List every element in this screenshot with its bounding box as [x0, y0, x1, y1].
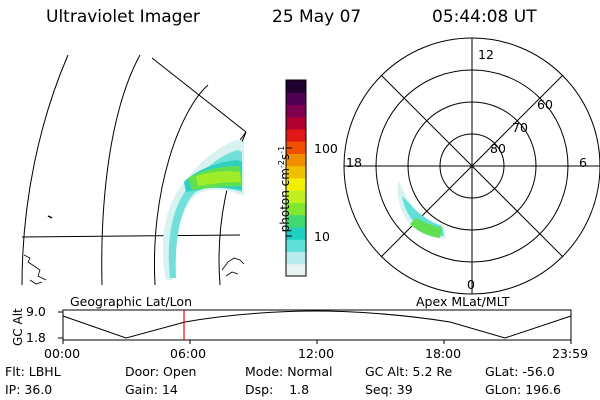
colorbar-segment — [286, 251, 306, 265]
altitude-xtick-0000: 00:00 — [44, 346, 81, 361]
instrument-title: Ultraviolet Imager — [46, 7, 200, 27]
footer-ip-label: IP: — [5, 382, 21, 397]
time-label: 05:44:08 UT — [432, 7, 537, 27]
colorbar-segment — [286, 178, 306, 191]
footer-glon: GLon: 196.6 — [485, 382, 561, 397]
colorbar-frame — [285, 79, 307, 277]
colorbar-unit-exp: -2 — [277, 160, 286, 169]
date-label: 25 May 07 — [272, 7, 362, 27]
footer-flt-label: Flt: — [5, 364, 25, 379]
footer-gcalt: GC Alt: 5.2 Re — [365, 364, 453, 379]
polar-aurora-emission — [397, 180, 446, 239]
colorbar-segment — [286, 104, 306, 118]
altitude-plot — [58, 309, 572, 344]
mlt-label-0: 0 — [467, 277, 475, 292]
footer-mode-label: Mode: — [245, 364, 284, 379]
footer-flt: Flt: LBHL — [5, 364, 61, 379]
polar-panel-label: Apex MLat/MLT — [416, 294, 510, 309]
geo-panel-label: Geographic Lat/Lon — [70, 294, 192, 309]
footer-ip-value: 36.0 — [24, 382, 53, 397]
colorbar-segment — [286, 165, 306, 179]
lat-label-80: 80 — [490, 141, 506, 156]
colorbar-segment — [286, 263, 306, 277]
altitude-xtick-2359: 23:59 — [552, 346, 589, 361]
footer-glon-label: GLon: — [485, 382, 522, 397]
colorbar-segment — [286, 129, 306, 142]
footer-seq: Seq: 39 — [365, 382, 413, 397]
footer-mode: Mode: Normal — [245, 364, 333, 379]
footer-glon-value: 196.6 — [525, 382, 561, 397]
altitude-xtick-1200: 12:00 — [298, 346, 335, 361]
footer-seq-value: 39 — [396, 382, 413, 397]
colorbar-segment — [286, 214, 306, 228]
footer-door: Door: Open — [125, 364, 197, 379]
geo-aurora-emission — [162, 140, 244, 280]
footer-flt-value: LBHL — [28, 364, 61, 379]
colorbar-segment — [286, 153, 306, 167]
colorbar — [286, 80, 306, 277]
lat-label-60: 60 — [537, 97, 553, 112]
colorbar-tick-label-100: 100 — [314, 141, 338, 156]
footer-gain-label: Gain: — [125, 382, 158, 397]
colorbar-segment — [286, 116, 306, 130]
geographic-map — [21, 54, 247, 286]
altitude-xtick-1800: 18:00 — [425, 346, 462, 361]
footer-gcalt-label: GC Alt: — [365, 364, 409, 379]
colorbar-segment — [286, 80, 306, 93]
footer-door-label: Door: — [125, 364, 160, 379]
footer-gcalt-value: 5.2 Re — [412, 364, 453, 379]
lat-label-70: 70 — [512, 120, 528, 135]
altitude-xtick-0600: 06:00 — [170, 346, 207, 361]
footer-seq-label: Seq: — [365, 382, 393, 397]
colorbar-unit-s: s — [278, 153, 292, 161]
colorbar-unit-exp2: -1 — [277, 145, 286, 154]
footer-glat-label: GLat: — [485, 364, 519, 379]
colorbar-segment — [286, 227, 306, 240]
mlt-label-18: 18 — [346, 155, 362, 170]
altitude-ytick-high: 9.0 — [26, 304, 46, 319]
altitude-ytick-low: 1.8 — [26, 330, 46, 345]
footer-glat: GLat: -56.0 — [485, 364, 555, 379]
colorbar-segment — [286, 92, 306, 105]
footer-gain-value: 14 — [161, 382, 178, 397]
footer-gain: Gain: 14 — [125, 382, 178, 397]
footer-glat-value: -56.0 — [522, 364, 555, 379]
footer-dsp: Dsp: 1.8 — [245, 382, 310, 397]
footer-dsp-value: 1.8 — [289, 382, 310, 397]
mlt-label-12: 12 — [478, 47, 494, 62]
polar-plot — [343, 37, 600, 295]
colorbar-segment — [286, 202, 306, 216]
colorbar-unit-main: photon cm — [278, 168, 292, 233]
colorbar-segment — [286, 239, 306, 252]
footer-door-value: Open — [163, 364, 197, 379]
colorbar-segment — [286, 141, 306, 154]
footer-ip: IP: 36.0 — [5, 382, 53, 397]
colorbar-segment — [286, 190, 306, 203]
mlt-label-6: 6 — [579, 155, 587, 170]
colorbar-unit-label: photon cm-2s-1 — [266, 145, 292, 240]
colorbar-tick-label-10: 10 — [314, 229, 330, 244]
altitude-ylabel: GC Alt — [11, 308, 25, 346]
footer-dsp-label: Dsp: — [245, 382, 274, 397]
footer-mode-value: Normal — [287, 364, 333, 379]
